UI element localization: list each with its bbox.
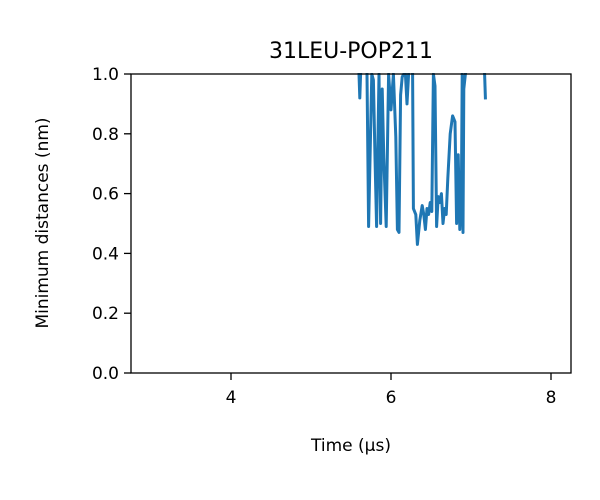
series-line-segment	[483, 73, 487, 100]
y-axis-label: Minimum distances (nm)	[33, 117, 53, 328]
chart-title: 31LEU-POP211	[269, 39, 433, 64]
x-tick-label: 8	[546, 388, 557, 408]
series-line-segment	[403, 73, 411, 106]
x-axis: 4 6 8	[226, 373, 557, 408]
y-tick-label: 0.6	[92, 185, 119, 205]
series-lines	[357, 73, 487, 246]
series-line-segment	[365, 73, 406, 234]
series-line-segment	[411, 73, 468, 246]
x-axis-label: Time (μs)	[310, 436, 391, 456]
x-tick-label: 4	[226, 388, 237, 408]
y-tick-label: 0.4	[92, 244, 119, 264]
y-tick-label: 0.2	[92, 304, 119, 324]
y-tick-label: 1.0	[92, 65, 119, 85]
y-tick-label: 0.8	[92, 125, 119, 145]
plot-border	[130, 73, 572, 374]
y-tick-label: 0.0	[92, 364, 119, 384]
x-tick-label: 6	[386, 388, 397, 408]
series-line-segment	[357, 73, 363, 100]
y-axis: 0.0 0.2 0.4 0.6 0.8 1.0	[92, 65, 131, 384]
plot-frame	[130, 73, 572, 374]
